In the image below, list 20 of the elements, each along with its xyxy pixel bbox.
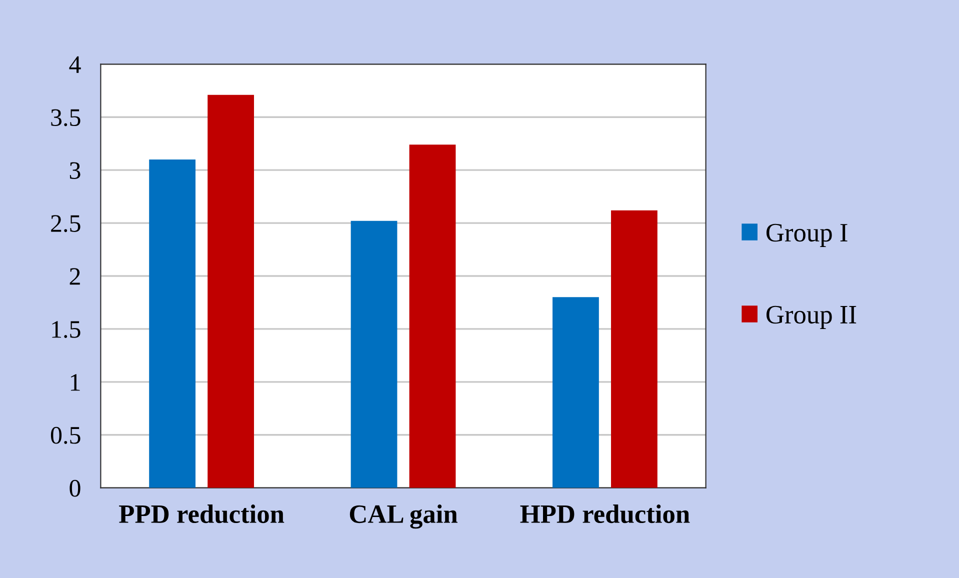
bar — [552, 297, 599, 488]
x-tick-label: HPD reduction — [520, 504, 690, 524]
y-tick-label: 3.5 — [51, 109, 80, 126]
y-tick-label: 1 — [70, 374, 80, 391]
bar — [611, 210, 658, 488]
x-tick-label: CAL gain — [350, 504, 458, 529]
bar — [208, 94, 254, 488]
x-tick-label: PPD reduction — [119, 504, 284, 524]
y-tick-label: 4 — [69, 56, 81, 73]
bar — [149, 159, 196, 488]
y-tick-label: 2 — [70, 268, 80, 285]
legend-label: Group II — [766, 306, 856, 329]
y-tick-label: 0 — [70, 480, 80, 497]
y-tick-label: 0.5 — [50, 426, 80, 444]
bar — [409, 144, 456, 488]
y-tick-label: 1.5 — [52, 321, 80, 338]
y-tick-label: 2.5 — [51, 215, 80, 232]
legend-label: Group I — [766, 224, 848, 247]
bar — [350, 220, 398, 488]
y-tick-label: 3 — [70, 162, 80, 179]
